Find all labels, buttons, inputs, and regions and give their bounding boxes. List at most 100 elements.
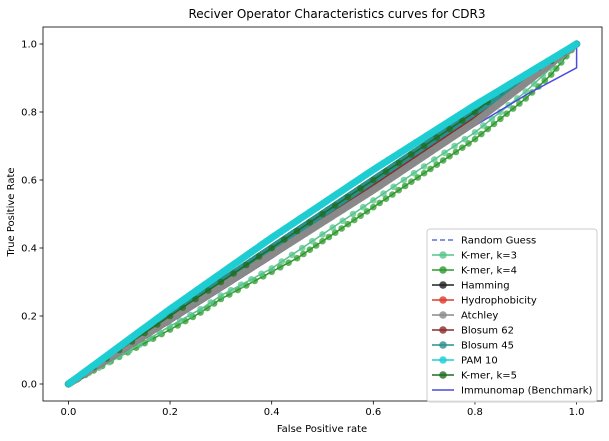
data-point xyxy=(433,161,441,168)
data-point xyxy=(306,219,314,226)
data-point xyxy=(276,264,284,271)
data-point xyxy=(248,276,255,283)
x-tick-label: 1.0 xyxy=(569,407,585,418)
data-point xyxy=(410,169,418,177)
data-point xyxy=(514,95,521,102)
data-point xyxy=(217,278,225,286)
data-point xyxy=(207,299,214,306)
y-axis-label: True Positive Rate xyxy=(6,167,17,257)
data-point xyxy=(490,120,498,128)
data-point xyxy=(408,178,415,185)
data-point xyxy=(382,195,390,202)
data-point xyxy=(370,203,377,211)
legend-entry: K-mer, k=4 xyxy=(432,266,517,277)
data-point xyxy=(441,149,448,157)
data-point xyxy=(427,165,434,173)
data-point xyxy=(217,292,225,299)
data-point xyxy=(227,286,235,294)
data-point xyxy=(446,152,453,160)
data-point xyxy=(503,110,511,117)
data-point xyxy=(359,203,367,211)
data-point xyxy=(357,212,364,219)
data-point xyxy=(243,282,250,289)
data-point xyxy=(431,156,438,163)
data-point xyxy=(281,236,288,243)
y-axis-ticks: 0.0 0.2 0.4 0.6 0.8 1.0 xyxy=(21,40,43,391)
x-tick-label: 0.2 xyxy=(162,407,178,418)
legend-label: K-mer, k=5 xyxy=(461,371,517,382)
data-point xyxy=(573,40,581,48)
data-point xyxy=(395,159,403,167)
data-point xyxy=(319,237,326,245)
data-point xyxy=(452,148,460,156)
data-point xyxy=(380,190,387,197)
x-tick-label: 0.6 xyxy=(365,407,381,418)
data-point xyxy=(174,322,181,329)
legend-swatch-marker xyxy=(439,326,447,334)
data-point xyxy=(465,140,472,147)
data-point xyxy=(288,251,296,259)
x-axis-label: False Positive rate xyxy=(277,424,367,435)
data-point xyxy=(293,227,301,235)
series-atchley xyxy=(64,40,581,388)
data-point xyxy=(176,317,184,324)
legend-entry: Hamming xyxy=(432,281,510,292)
legend-label: Random Guess xyxy=(461,236,536,247)
legend-label: Hamming xyxy=(461,281,510,292)
legend-entry: K-mer, k=5 xyxy=(432,371,517,382)
data-point xyxy=(478,130,485,138)
legend-entry: Blosum 45 xyxy=(432,341,514,352)
data-point xyxy=(268,244,276,252)
data-point xyxy=(268,265,276,272)
data-point xyxy=(376,199,384,207)
data-point xyxy=(461,135,469,143)
data-point xyxy=(255,253,263,260)
data-point xyxy=(329,224,337,231)
legend-label: Blosum 62 xyxy=(461,326,514,337)
data-point xyxy=(141,339,148,347)
data-point xyxy=(516,100,523,107)
legend-label: Hydrophobicity xyxy=(461,296,537,307)
legend-swatch-marker xyxy=(439,356,447,364)
data-point xyxy=(187,311,194,319)
axes-frame xyxy=(42,26,603,402)
legend-swatch-marker xyxy=(439,296,447,304)
series-pam-10 xyxy=(64,40,581,388)
legend-entry: PAM 10 xyxy=(432,356,498,367)
data-point xyxy=(344,220,352,228)
data-point xyxy=(497,115,504,123)
x-tick-label: 0.4 xyxy=(264,407,280,418)
legend-swatch-marker xyxy=(439,251,447,259)
data-point xyxy=(420,169,428,177)
data-point xyxy=(370,176,377,184)
data-point xyxy=(446,125,453,133)
legend-label: Atchley xyxy=(461,311,498,322)
data-point xyxy=(553,65,560,72)
data-point xyxy=(420,142,428,150)
data-point xyxy=(439,157,447,164)
data-point xyxy=(230,270,237,277)
legend-label: K-mer, k=4 xyxy=(461,266,517,277)
data-point xyxy=(522,88,530,95)
data-point xyxy=(293,254,301,262)
data-point xyxy=(547,71,555,78)
data-point xyxy=(370,197,377,204)
data-point xyxy=(357,185,364,192)
data-point xyxy=(192,295,199,303)
legend-entry: Immunomap (Benchmark) xyxy=(432,386,592,397)
legend-label: PAM 10 xyxy=(461,356,498,367)
data-point xyxy=(363,208,371,215)
data-point xyxy=(420,163,428,170)
data-point xyxy=(312,242,320,249)
x-axis-ticks: 0.0 0.2 0.4 0.6 0.8 1.0 xyxy=(60,401,585,418)
data-point xyxy=(414,174,422,181)
data-point xyxy=(471,129,479,136)
data-point xyxy=(351,216,358,224)
data-point xyxy=(459,117,466,124)
data-point xyxy=(338,225,345,232)
plot-area xyxy=(42,26,603,402)
data-point xyxy=(306,246,314,253)
legend-label: Blosum 45 xyxy=(461,341,514,352)
data-point xyxy=(331,202,339,209)
data-point xyxy=(204,287,212,294)
